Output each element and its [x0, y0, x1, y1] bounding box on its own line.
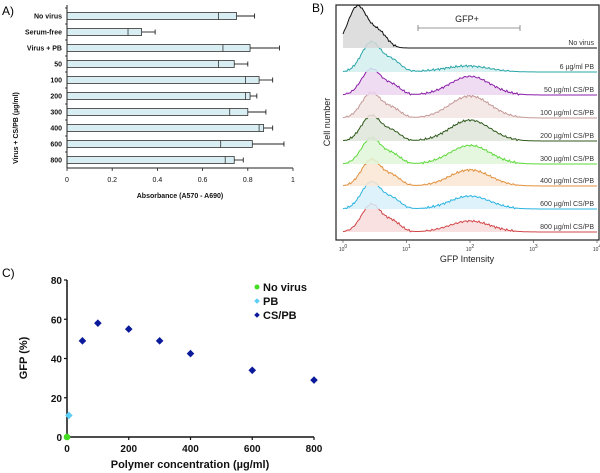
panel-c-x-tick-label: 600 — [244, 444, 261, 455]
bar-no-virus — [66, 12, 237, 20]
panel-a-category-label: 100 — [50, 78, 62, 85]
histogram-fill-400-g-ml-cs-pb — [343, 158, 597, 186]
panel-c-y-tick-label: 80 — [51, 276, 63, 287]
panel-c-x-tick-label: 200 — [120, 444, 137, 455]
bar-50 — [66, 60, 235, 68]
legend-marker-no-virus — [254, 284, 260, 290]
panel-b-x-tick-label: 103 — [529, 244, 538, 253]
histogram-line-no-virus — [342, 4, 597, 49]
legend-marker-cs-pb — [254, 312, 260, 318]
histogram-fill-200-g-ml-cs-pb — [343, 114, 597, 141]
bar-serum-free — [66, 28, 142, 36]
bar-600 — [66, 140, 253, 148]
panel-a-category-label: 200 — [50, 94, 62, 101]
panel-a-x-tick-label: 0.4 — [153, 177, 163, 184]
panel-a-category-label: 400 — [50, 126, 62, 133]
point-cs-pb — [124, 325, 133, 333]
panel-c-y-axis-label: GFP (%) — [18, 336, 30, 379]
point-cs-pb — [155, 337, 164, 345]
panel-c-x-tick-label: 400 — [182, 444, 199, 455]
panel-b-x-tick-label: 104 — [593, 244, 600, 253]
panel-a-x-tick-label: 0.8 — [243, 177, 253, 184]
panel-c-x-axis-label: Polymer concentration (µg/ml) — [111, 459, 270, 471]
histogram-line-200-g-ml-cs-pb — [342, 113, 597, 142]
panel-a-x-tick-label: 0 — [65, 177, 69, 184]
panel-b-y-axis-label: Cell number — [322, 98, 332, 147]
panel-c-x-tick-label: 0 — [64, 444, 70, 455]
histogram-label-200-g-ml-cs-pb: 200 µg/ml CS/PB — [540, 133, 594, 140]
panel-a-x-axis-label: Absorbance (A570 - A690) — [137, 193, 224, 200]
point-no-virus — [63, 433, 71, 441]
histogram-line-600-g-ml-cs-pb — [342, 180, 597, 210]
panel-a-category-label: 600 — [50, 142, 62, 149]
panel-a-category-label: Serum-free — [25, 30, 62, 37]
panel-a-group-label: Virus + CS/PB (µg/ml) — [13, 92, 20, 164]
bar-200 — [66, 92, 251, 100]
histogram-fill-50-g-ml-cs-pb — [343, 68, 597, 95]
panel-b-label: B) — [312, 1, 324, 15]
histogram-line-300-g-ml-cs-pb — [342, 136, 597, 165]
panel-a-label: A) — [2, 4, 14, 18]
bar-300 — [66, 108, 249, 116]
histogram-label-no-virus: No virus — [568, 40, 594, 47]
bar-800 — [66, 156, 235, 164]
point-cs-pb — [94, 319, 102, 327]
histogram-line-400-g-ml-cs-pb — [342, 157, 597, 187]
panel-a-x-tick-label: 0.6 — [198, 177, 208, 184]
panel-a-category-label: 800 — [50, 158, 62, 165]
bar-400 — [66, 124, 265, 132]
legend-label-no-virus: No virus — [263, 282, 307, 294]
panel-a-category-label: 300 — [50, 110, 62, 117]
histogram-label-400-g-ml-cs-pb: 400 µg/ml CS/PB — [540, 178, 594, 185]
histogram-label-600-g-ml-cs-pb: 600 µg/ml CS/PB — [540, 201, 594, 208]
panel-a-bar-chart: A) No virus Serum-free Virus + PB 50 100 200 3… — [2, 4, 295, 200]
histogram-fill-100-g-ml-cs-pb — [343, 91, 597, 118]
panel-a-category-label: Virus + PB — [27, 46, 62, 53]
point-cs-pb — [78, 337, 87, 345]
histogram-line-800-g-ml-cs-pb — [342, 202, 597, 233]
panel-c-x-tick-label: 800 — [306, 444, 323, 455]
histogram-label-800-g-ml-cs-pb: 800 µg/ml CS/PB — [540, 224, 594, 231]
panel-b-x-tick-label: 102 — [466, 244, 475, 253]
point-pb — [65, 411, 73, 420]
panel-a-category-label: No virus — [34, 14, 62, 21]
panel-a-x-tick-label: 1 — [291, 177, 295, 184]
legend-marker-pb — [254, 298, 260, 304]
histogram-line-100-g-ml-cs-pb — [342, 90, 597, 119]
histogram-label-6-g-ml-pb: 6 µg/ml PB — [560, 64, 595, 71]
point-cs-pb — [186, 349, 195, 358]
panel-b-x-tick-label: 100 — [339, 244, 348, 253]
panel-c-y-tick-label: 0 — [56, 433, 62, 444]
panel-a-x-tick-label: 0.2 — [107, 177, 117, 184]
histogram-label-300-g-ml-cs-pb: 300 µg/ml CS/PB — [540, 156, 594, 163]
histogram-label-50-g-ml-cs-pb: 50 µg/ml CS/PB — [544, 87, 594, 94]
panel-c-y-tick-label: 20 — [51, 394, 63, 405]
bar-100 — [66, 76, 260, 84]
histogram-fill-no-virus — [343, 5, 597, 49]
legend-label-cs-pb: CS/PB — [263, 310, 297, 322]
histogram-line-50-g-ml-cs-pb — [342, 67, 597, 96]
panel-b-histograms: B) 800 µg/ml CS/PB 600 µg/ml CS/PB 400 µg/… — [312, 1, 600, 264]
point-cs-pb — [310, 376, 318, 384]
histogram-label-100-g-ml-cs-pb: 100 µg/ml CS/PB — [540, 110, 594, 117]
panel-b-x-tick-label: 101 — [402, 244, 411, 253]
point-cs-pb — [248, 366, 257, 375]
gfp-gate-label: GFP+ — [455, 14, 479, 24]
panel-b-frame — [335, 4, 600, 241]
legend-label-pb: PB — [263, 296, 278, 308]
panel-c-label: C) — [2, 266, 15, 280]
panel-c-y-tick-label: 40 — [51, 355, 63, 366]
histogram-fill-300-g-ml-cs-pb — [343, 137, 597, 164]
panel-b-x-axis-label: GFP Intensity — [440, 254, 495, 264]
histogram-line-6-g-ml-pb — [342, 40, 597, 73]
panel-c-y-tick-label: 60 — [51, 315, 63, 326]
panel-a-category-label: 50 — [54, 62, 62, 69]
